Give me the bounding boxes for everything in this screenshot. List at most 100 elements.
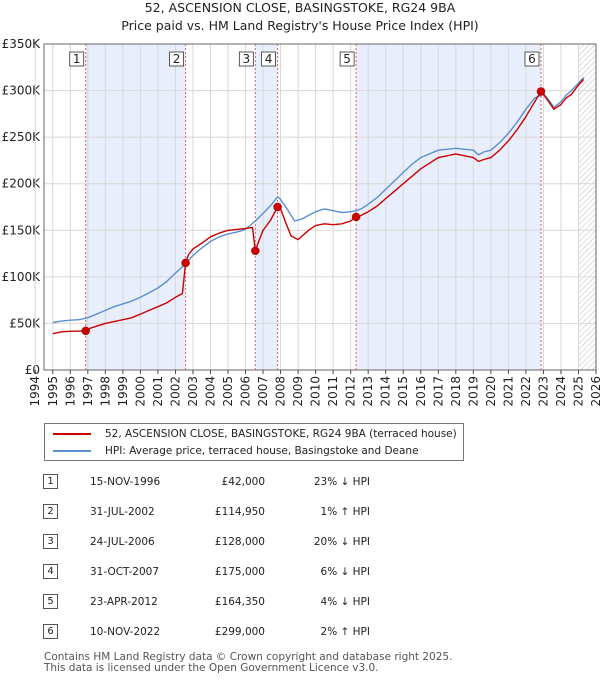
sale-label-number: 1 — [73, 52, 81, 66]
x-tick-label: 2010 — [309, 376, 323, 407]
sale-date: 23-APR-2012 — [90, 596, 158, 608]
x-tick-label: 2001 — [151, 376, 165, 407]
sale-price: £42,000 — [221, 476, 265, 488]
footer: Contains HM Land Registry data © Crown c… — [44, 652, 452, 674]
sale-number-badge: 1 — [43, 474, 58, 489]
sale-date: 24-JUL-2006 — [90, 536, 155, 548]
sale-number-badge: 3 — [43, 534, 58, 549]
price-chart-svg: 52, ASCENSION CLOSE, BASINGSTOKE, RG24 9… — [2, 0, 600, 407]
sale-hpi-diff: 4% ↓ HPI — [320, 596, 370, 608]
x-tick-label: 2000 — [133, 376, 147, 407]
x-tick-label: 2011 — [326, 376, 340, 407]
sale-label-box — [261, 51, 276, 67]
sale-number-badge: 6 — [43, 624, 58, 639]
legend-swatch-hpi — [53, 450, 91, 452]
sale-price: £128,000 — [214, 536, 265, 548]
sale-row: 2 31-JUL-2002 £114,950 1% ↑ HPI — [0, 502, 600, 522]
sale-hpi-diff: 6% ↓ HPI — [320, 566, 370, 578]
forecast-hatch — [578, 44, 596, 370]
legend-item-hpi: HPI: Average price, terraced house, Basi… — [53, 443, 419, 459]
x-tick-label: 2015 — [396, 376, 410, 407]
x-tick-label: 1994 — [28, 376, 42, 407]
sale-price: £299,000 — [214, 626, 265, 638]
sale-date: 15-NOV-1996 — [90, 476, 161, 488]
x-tick-label: 2023 — [536, 376, 550, 407]
ownership-shade — [255, 44, 278, 370]
plot-area: £0 £50K £100K £150K £200K £250K £300K £350K 1994… — [2, 37, 600, 407]
x-tick-label: 2020 — [484, 376, 498, 407]
sale-label-box — [69, 51, 85, 67]
sale-label-number: 4 — [265, 52, 273, 66]
x-tick-label: 2004 — [203, 376, 217, 407]
sale-point — [81, 326, 90, 336]
y-tick-label: £100K — [2, 270, 42, 284]
sale-date: 31-OCT-2007 — [90, 566, 159, 578]
sale-price: £164,350 — [214, 596, 265, 608]
x-tick-label: 2017 — [431, 376, 445, 407]
sale-point — [181, 258, 190, 268]
x-tick-label: 2022 — [519, 376, 533, 407]
sale-hpi-diff: 20% ↓ HPI — [313, 536, 370, 548]
sale-row: 6 10-NOV-2022 £299,000 2% ↑ HPI — [0, 622, 600, 642]
chart: 52, ASCENSION CLOSE, BASINGSTOKE, RG24 9… — [2, 0, 600, 407]
series-line-hpi — [52, 77, 585, 324]
ownership-shade — [85, 44, 186, 370]
sale-row: 5 23-APR-2012 £164,350 4% ↓ HPI — [0, 592, 600, 612]
sale-price: £175,000 — [214, 566, 265, 578]
legend-label-property: 52, ASCENSION CLOSE, BASINGSTOKE, RG24 9… — [105, 428, 457, 440]
sale-label-box — [524, 51, 540, 67]
sale-label-box — [238, 51, 254, 67]
y-tick-label: £250K — [2, 130, 42, 144]
sale-row: 4 31-OCT-2007 £175,000 6% ↓ HPI — [0, 562, 600, 582]
series-line-property — [52, 78, 585, 335]
y-tick-label: £350K — [2, 37, 42, 51]
sale-number-badge: 2 — [43, 504, 58, 519]
x-tick-label: 1998 — [98, 376, 112, 407]
y-tick-label: £50K — [9, 316, 41, 330]
x-tick-label: 1995 — [46, 376, 60, 407]
sale-hpi-diff: 2% ↑ HPI — [320, 626, 370, 638]
sale-row: 1 15-NOV-1996 £42,000 23% ↓ HPI — [0, 472, 600, 492]
footer-copyright: Contains HM Land Registry data © Crown c… — [44, 651, 453, 663]
x-tick-label: 2007 — [256, 376, 270, 407]
y-tick-label: £150K — [2, 223, 42, 237]
x-tick-label: 1999 — [116, 376, 130, 407]
sale-price: £114,950 — [214, 506, 265, 518]
legend: 52, ASCENSION CLOSE, BASINGSTOKE, RG24 9… — [44, 423, 464, 461]
sale-date: 31-JUL-2002 — [90, 506, 155, 518]
footer-licence: This data is licensed under the Open Gov… — [44, 662, 379, 674]
sale-label-box — [169, 51, 184, 67]
x-tick-label: 2012 — [344, 376, 358, 407]
sale-number-badge: 4 — [43, 564, 58, 579]
chart-subtitle: Price paid vs. HM Land Registry's House … — [121, 18, 478, 33]
x-tick-label: 2006 — [239, 376, 253, 407]
x-tick-label: 1996 — [63, 376, 77, 407]
sale-point — [536, 87, 546, 96]
y-tick-label: £200K — [2, 177, 42, 191]
sale-label-box — [339, 51, 355, 67]
x-tick-label: 2024 — [554, 376, 568, 407]
plot-frame — [43, 43, 597, 371]
x-tick-label: 2003 — [186, 376, 200, 407]
sale-point — [273, 202, 282, 212]
sale-label-number: 3 — [243, 52, 251, 66]
x-tick-label: 2018 — [449, 376, 463, 407]
x-tick-label: 2025 — [571, 376, 585, 407]
sale-number-badge: 5 — [43, 594, 58, 609]
x-tick-label: 2005 — [221, 376, 235, 407]
x-tick-label: 2019 — [466, 376, 480, 407]
x-tick-label: 2009 — [291, 376, 305, 407]
sale-label-number: 5 — [343, 52, 351, 66]
x-tick-label: 2026 — [589, 376, 600, 407]
sale-point — [351, 212, 361, 222]
x-tick-label: 1997 — [81, 376, 95, 407]
x-tick-label: 2002 — [168, 376, 182, 407]
legend-swatch-property — [53, 433, 91, 435]
chart-title: 52, ASCENSION CLOSE, BASINGSTOKE, RG24 9… — [145, 0, 456, 15]
sale-point — [251, 246, 260, 256]
legend-label-hpi: HPI: Average price, terraced house, Basi… — [105, 445, 419, 457]
x-tick-label: 2013 — [361, 376, 375, 407]
legend-item-property: 52, ASCENSION CLOSE, BASINGSTOKE, RG24 9… — [53, 426, 457, 442]
x-tick-label: 2016 — [414, 376, 428, 407]
x-tick-label: 2014 — [379, 376, 393, 407]
